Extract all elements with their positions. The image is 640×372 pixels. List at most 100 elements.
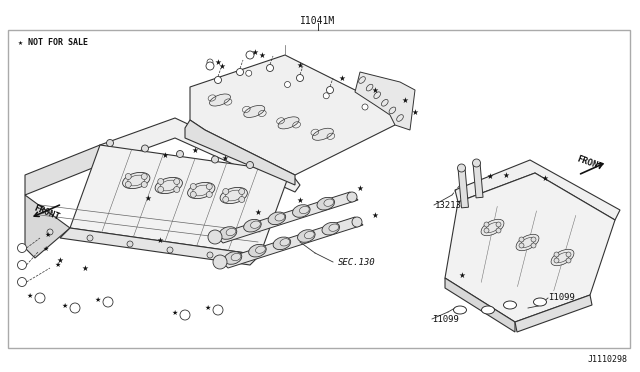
Polygon shape bbox=[445, 278, 515, 332]
Polygon shape bbox=[455, 160, 620, 220]
Text: I1099: I1099 bbox=[432, 315, 459, 324]
Text: ★: ★ bbox=[502, 170, 509, 180]
Circle shape bbox=[47, 229, 53, 235]
Ellipse shape bbox=[268, 212, 285, 225]
Circle shape bbox=[519, 237, 524, 242]
Text: ★: ★ bbox=[255, 208, 261, 217]
Circle shape bbox=[223, 189, 228, 195]
Circle shape bbox=[352, 217, 362, 227]
Polygon shape bbox=[515, 295, 592, 332]
Polygon shape bbox=[190, 55, 395, 175]
Circle shape bbox=[103, 297, 113, 307]
Text: I1099: I1099 bbox=[548, 293, 575, 302]
Ellipse shape bbox=[516, 234, 539, 251]
Ellipse shape bbox=[155, 177, 182, 193]
Circle shape bbox=[496, 222, 501, 227]
Text: ★: ★ bbox=[45, 232, 51, 238]
Circle shape bbox=[173, 179, 180, 185]
Circle shape bbox=[246, 161, 253, 169]
Text: ★: ★ bbox=[459, 270, 465, 279]
Text: J1110298: J1110298 bbox=[588, 356, 628, 365]
Text: FRONT: FRONT bbox=[33, 204, 61, 222]
Ellipse shape bbox=[305, 231, 314, 239]
Ellipse shape bbox=[123, 172, 150, 189]
Text: ★: ★ bbox=[412, 108, 419, 116]
Circle shape bbox=[211, 156, 218, 163]
Ellipse shape bbox=[231, 253, 241, 261]
Ellipse shape bbox=[220, 227, 237, 239]
Circle shape bbox=[157, 186, 164, 192]
Bar bbox=[8, 30, 630, 348]
Circle shape bbox=[496, 228, 501, 233]
Circle shape bbox=[190, 192, 196, 198]
Circle shape bbox=[141, 173, 147, 180]
Ellipse shape bbox=[481, 306, 495, 314]
Circle shape bbox=[266, 64, 273, 71]
Text: ★: ★ bbox=[205, 305, 211, 311]
Ellipse shape bbox=[454, 306, 467, 314]
Circle shape bbox=[207, 59, 213, 65]
Polygon shape bbox=[185, 120, 295, 185]
Text: ★: ★ bbox=[191, 145, 198, 154]
Circle shape bbox=[239, 189, 244, 195]
Text: 13213: 13213 bbox=[435, 201, 462, 210]
Circle shape bbox=[177, 151, 184, 157]
Circle shape bbox=[566, 258, 571, 263]
Circle shape bbox=[484, 228, 489, 233]
Circle shape bbox=[347, 192, 357, 202]
Circle shape bbox=[125, 173, 131, 180]
Text: ★: ★ bbox=[401, 96, 408, 105]
Text: ★: ★ bbox=[95, 297, 101, 303]
Text: ★: ★ bbox=[145, 193, 152, 202]
Circle shape bbox=[87, 235, 93, 241]
Bar bbox=[473, 163, 483, 198]
Text: ★: ★ bbox=[296, 61, 303, 70]
Circle shape bbox=[157, 179, 164, 185]
Polygon shape bbox=[220, 217, 363, 268]
Ellipse shape bbox=[312, 128, 333, 140]
Ellipse shape bbox=[280, 239, 290, 246]
Ellipse shape bbox=[244, 105, 265, 118]
Circle shape bbox=[106, 140, 113, 147]
Text: ★: ★ bbox=[62, 303, 68, 309]
Circle shape bbox=[213, 255, 227, 269]
Text: ★ NOT FOR SALE: ★ NOT FOR SALE bbox=[18, 38, 88, 46]
Text: ★: ★ bbox=[81, 263, 88, 273]
Circle shape bbox=[554, 252, 559, 257]
Ellipse shape bbox=[534, 298, 547, 306]
Polygon shape bbox=[60, 228, 260, 265]
Ellipse shape bbox=[322, 222, 340, 235]
Text: ★: ★ bbox=[486, 171, 493, 180]
Polygon shape bbox=[25, 145, 100, 195]
Circle shape bbox=[206, 62, 214, 70]
Circle shape bbox=[206, 192, 212, 198]
Text: ★: ★ bbox=[259, 51, 266, 60]
Ellipse shape bbox=[244, 219, 261, 232]
Circle shape bbox=[237, 68, 243, 76]
Text: ★: ★ bbox=[214, 58, 221, 67]
Circle shape bbox=[214, 77, 221, 83]
Ellipse shape bbox=[220, 187, 248, 203]
Text: ★: ★ bbox=[372, 86, 378, 94]
Circle shape bbox=[246, 70, 252, 76]
Circle shape bbox=[173, 186, 180, 192]
Circle shape bbox=[566, 252, 571, 257]
Text: ★: ★ bbox=[372, 211, 378, 219]
Circle shape bbox=[190, 183, 196, 189]
Circle shape bbox=[246, 51, 254, 59]
Bar bbox=[458, 167, 468, 208]
Text: ★: ★ bbox=[541, 173, 548, 183]
Ellipse shape bbox=[255, 246, 266, 253]
Polygon shape bbox=[215, 192, 358, 243]
Circle shape bbox=[17, 244, 26, 253]
Ellipse shape bbox=[250, 221, 260, 228]
Circle shape bbox=[519, 243, 524, 248]
Ellipse shape bbox=[300, 206, 309, 214]
Polygon shape bbox=[445, 173, 615, 322]
Circle shape bbox=[484, 222, 489, 227]
Text: ★: ★ bbox=[252, 48, 259, 57]
Ellipse shape bbox=[188, 182, 215, 199]
Text: ★: ★ bbox=[172, 310, 178, 316]
Circle shape bbox=[531, 243, 536, 248]
Ellipse shape bbox=[481, 219, 504, 236]
